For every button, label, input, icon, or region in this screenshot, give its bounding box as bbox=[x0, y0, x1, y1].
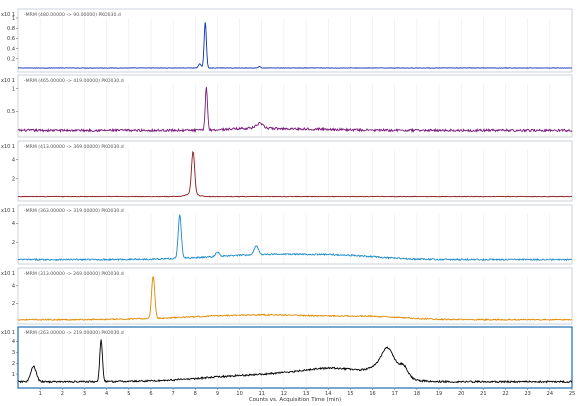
x-tick-label: 7 bbox=[172, 391, 175, 397]
series-line bbox=[17, 339, 573, 384]
y-tick-label: 2 bbox=[12, 240, 15, 246]
trace-header: -MRM (480.00000 -> 90.00000) PKO030.d bbox=[24, 12, 121, 18]
trace-header: -MRM (465.00000 -> 419.00000) PKO030.d bbox=[24, 78, 124, 84]
panel-frame bbox=[17, 140, 573, 202]
y-tick-label: 4 bbox=[12, 339, 15, 345]
x-tick-label: 14 bbox=[325, 391, 331, 397]
trace-header: -MRM (313.00000 -> 269.00000) PKO030.d bbox=[24, 271, 124, 277]
panel-frame bbox=[17, 204, 573, 265]
x-tick-label: 4 bbox=[105, 391, 108, 397]
x-axis-label: Counts vs. Acquisition Time (min) bbox=[249, 397, 341, 403]
chromatogram-panel-3: 2 4 x10 1 -MRM (413.00000 -> 369.00000) PKO… bbox=[1, 140, 573, 202]
trace-header: -MRM (413.00000 -> 369.00000) PKO030.d bbox=[24, 144, 124, 150]
x-tick-label: 23 bbox=[524, 391, 530, 397]
chromatogram-panel-2: 0.5 1 x10 1 -MRM (465.00000 -> 419.00000) P… bbox=[1, 74, 573, 138]
scale-label: x10 1 bbox=[1, 78, 15, 84]
x-tick-label: 1 bbox=[39, 391, 42, 397]
y-tick-label: 3 bbox=[12, 350, 15, 356]
y-tick-label: 0.8 bbox=[7, 26, 15, 32]
scale-label: x10 1 bbox=[1, 271, 15, 277]
series-line bbox=[17, 276, 573, 322]
y-tick-label: 2 bbox=[12, 361, 15, 367]
x-tick-label: 6 bbox=[149, 391, 152, 397]
x-tick-label: 24 bbox=[547, 391, 553, 397]
scale-label: x10 1 bbox=[1, 330, 15, 336]
x-tick-label: 20 bbox=[458, 391, 464, 397]
y-tick-label: 1 bbox=[12, 86, 15, 92]
panel-frame bbox=[17, 8, 573, 73]
x-tick-label: 9 bbox=[216, 391, 219, 397]
x-tick-label: 8 bbox=[194, 391, 197, 397]
series-line bbox=[17, 150, 573, 198]
series-line bbox=[17, 22, 573, 69]
y-tick-label: 1 bbox=[12, 372, 15, 378]
scale-label: x10 1 bbox=[1, 144, 15, 150]
scale-label: x10 1 bbox=[1, 12, 15, 18]
x-tick-label: 10 bbox=[236, 391, 242, 397]
x-tick-label: 11 bbox=[259, 391, 265, 397]
panel-frame bbox=[17, 326, 573, 389]
x-tick-label: 22 bbox=[502, 391, 508, 397]
x-tick-label: 19 bbox=[436, 391, 442, 397]
scale-label: x10 1 bbox=[1, 208, 15, 214]
x-tick-label: 21 bbox=[480, 391, 486, 397]
x-tick-label: 12 bbox=[281, 391, 287, 397]
x-tick-label: 3 bbox=[83, 391, 86, 397]
x-tick-label: 25 bbox=[569, 391, 575, 397]
trace-header: -MRM (363.00000 -> 319.00000) PKO030.d bbox=[24, 208, 124, 214]
x-tick-label: 15 bbox=[347, 391, 353, 397]
y-tick-label: 0.6 bbox=[7, 36, 15, 42]
y-tick-label: 0.5 bbox=[7, 109, 15, 115]
y-tick-label: 0.2 bbox=[7, 57, 15, 63]
x-tick-label: 16 bbox=[369, 391, 375, 397]
x-tick-label: 2 bbox=[61, 391, 64, 397]
y-tick-label: 2 bbox=[12, 301, 15, 307]
y-tick-label: 4 bbox=[12, 284, 15, 290]
y-tick-label: 2 bbox=[12, 177, 15, 183]
y-tick-label: 1 bbox=[12, 16, 15, 22]
trace-header: -MRM (263.00000 -> 219.00000) PKO030.d bbox=[24, 330, 124, 336]
y-tick-label: 4 bbox=[12, 157, 15, 163]
y-tick-label: 4 bbox=[12, 221, 15, 227]
x-tick-label: 5 bbox=[127, 391, 130, 397]
x-tick-label: 18 bbox=[414, 391, 420, 397]
panel-frame bbox=[17, 267, 573, 325]
x-tick-label: 13 bbox=[303, 391, 309, 397]
y-tick-label: 0.4 bbox=[7, 46, 15, 52]
x-tick-label: 17 bbox=[392, 391, 398, 397]
chromatogram-panel-5: 2 4 x10 1 -MRM (313.00000 -> 269.00000) PKO… bbox=[1, 267, 573, 325]
chromatogram-panel-4: 2 4 x10 1 -MRM (363.00000 -> 319.00000) PKO… bbox=[1, 204, 573, 265]
panel-frame bbox=[17, 74, 573, 138]
series-line bbox=[17, 86, 573, 134]
series-line bbox=[17, 214, 573, 262]
